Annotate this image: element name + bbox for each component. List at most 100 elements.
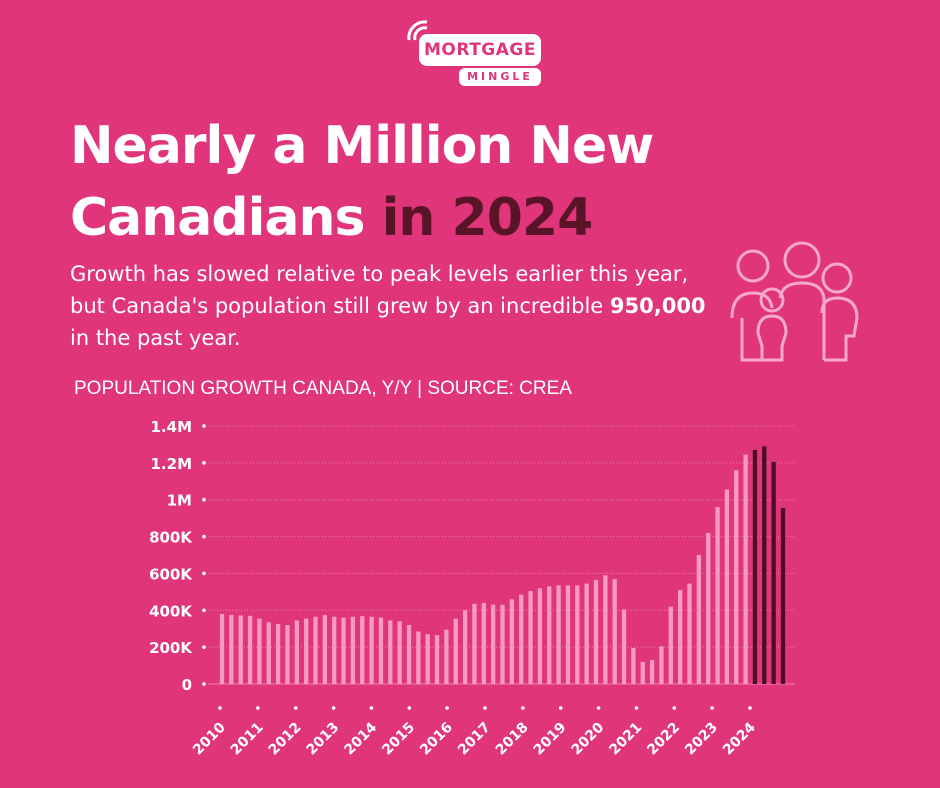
family-icon: [730, 241, 859, 362]
bar: [275, 624, 281, 684]
bar: [687, 583, 692, 684]
xtick-dot: [293, 706, 298, 710]
xtick-dot: [256, 706, 260, 710]
ytick-label: 800K: [149, 529, 193, 547]
xtick-dot: [445, 706, 449, 710]
xtick-dot: [672, 706, 677, 710]
xtick-label: 2010: [190, 719, 229, 758]
bar: [406, 625, 412, 684]
xtick-label: 2020: [569, 719, 608, 758]
ytick-dot: [202, 682, 206, 686]
xtick-dot: [521, 706, 525, 710]
bar: [575, 585, 580, 684]
xtick-label: 2013: [304, 720, 343, 759]
brand-logo: MORTGAGE MINGLE: [405, 18, 545, 98]
bar: [668, 606, 673, 684]
ytick-label: 1M: [167, 492, 192, 510]
xtick-dot: [748, 706, 752, 710]
chart-title: POPULATION GROWTH CANADA, Y/Y | SOURCE: …: [74, 378, 572, 399]
subtitle-pre: Growth has slowed relative to peak level…: [70, 262, 689, 318]
bar: [444, 629, 449, 684]
bar: [762, 446, 767, 684]
bar: [322, 614, 327, 684]
headline: Nearly a Million New Canadians in 2024: [70, 110, 930, 254]
bar: [313, 616, 318, 684]
ytick-label: 1.4M: [151, 418, 193, 436]
bar: [593, 579, 599, 684]
ytick-dot: [202, 461, 206, 465]
logo-box: [419, 34, 541, 66]
xtick-label: 2011: [228, 720, 267, 759]
bar: [584, 583, 589, 684]
bar: [659, 646, 664, 684]
ytick-dot: [202, 608, 206, 613]
xtick-label: 2024: [720, 719, 759, 758]
bar: [649, 660, 655, 684]
bar: [556, 585, 561, 684]
bar: [266, 622, 271, 684]
bar: [500, 604, 505, 684]
bar: [706, 532, 711, 684]
xtick-label: 2016: [417, 720, 456, 759]
headline-line2: Canadians in 2024: [70, 182, 930, 254]
subtitle: Growth has slowed relative to peak level…: [70, 258, 710, 354]
ytick-dot: [202, 534, 206, 539]
bar: [603, 575, 608, 684]
bar: [285, 625, 290, 684]
xtick-label: 2023: [682, 720, 721, 759]
ytick-label: 0: [182, 676, 192, 694]
bar: [780, 508, 786, 684]
xtick-dot: [483, 706, 487, 710]
bar: [771, 461, 776, 684]
subtitle-post: in the past year.: [70, 326, 241, 350]
bar: [294, 620, 299, 684]
subtitle-bold-number: 950,000: [609, 294, 706, 318]
bar: [696, 555, 701, 684]
bar: [565, 585, 571, 684]
bar: [537, 588, 543, 684]
signal-icon: [407, 20, 428, 41]
bar: [369, 616, 374, 684]
xtick-label: 2021: [606, 720, 645, 759]
bar: [752, 449, 758, 684]
bar: [724, 489, 730, 684]
logo-line2: MINGLE: [467, 70, 533, 83]
headline-highlight: in 2024: [381, 188, 594, 248]
bar: [640, 661, 645, 684]
bar: [388, 620, 393, 684]
bar: [378, 617, 384, 684]
ytick-label: 400K: [149, 602, 193, 620]
bar: [257, 618, 262, 684]
bar: [472, 603, 477, 684]
bar: [219, 613, 225, 684]
xtick-label: 2012: [266, 720, 305, 759]
ytick-label: 600K: [149, 565, 193, 583]
bar: [734, 470, 739, 684]
bar: [715, 507, 720, 684]
population-growth-chart: 0200K400K600K800K1M1.2M1.4M2010201120122…: [149, 418, 795, 759]
bar: [631, 648, 636, 684]
xtick-label: 2015: [379, 720, 418, 759]
xtick-dot: [596, 706, 601, 710]
logo-line1: MORTGAGE: [424, 40, 536, 60]
bar: [397, 621, 402, 684]
headline-line1: Nearly a Million New: [70, 116, 654, 176]
bar: [416, 631, 421, 684]
headline-word: Canadians: [70, 188, 365, 248]
xtick-label: 2017: [455, 720, 494, 759]
bar: [425, 634, 430, 684]
xtick-label: 2014: [341, 719, 380, 758]
xtick-label: 2018: [493, 720, 532, 759]
bar: [678, 590, 683, 684]
ytick-dot: [202, 571, 206, 576]
bar: [453, 618, 458, 684]
bar: [229, 614, 234, 684]
bar: [509, 599, 514, 684]
ytick-label: 200K: [149, 639, 193, 657]
bar: [612, 578, 617, 684]
xtick-dot: [407, 706, 412, 710]
bar: [743, 454, 748, 684]
bar: [304, 618, 309, 684]
bar: [481, 602, 486, 684]
xtick-dot: [634, 706, 639, 710]
